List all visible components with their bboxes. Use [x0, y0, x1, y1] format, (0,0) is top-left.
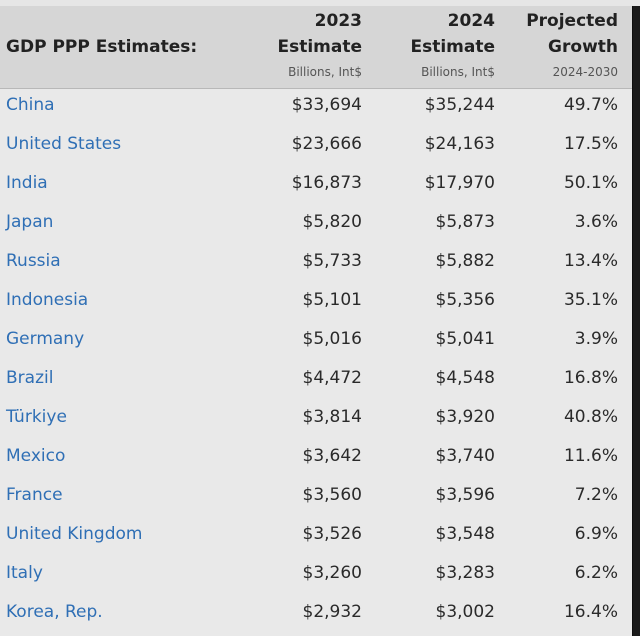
- value-2023: $23,666: [291, 134, 362, 154]
- table-row: Japan $5,820 $5,873 3.6%: [0, 206, 632, 245]
- table-row: China $33,694 $35,244 49.7%: [0, 89, 632, 128]
- value-2023: $3,260: [302, 563, 362, 583]
- table-row: United Kingdom $3,526 $3,548 6.9%: [0, 518, 632, 557]
- header-2024-unit: Billions, Int$: [421, 65, 495, 79]
- growth-value: 49.7%: [563, 95, 618, 115]
- country-link[interactable]: Korea, Rep.: [6, 602, 103, 622]
- country-link[interactable]: Japan: [6, 212, 54, 232]
- value-2024: $5,356: [435, 290, 495, 310]
- country-link[interactable]: Germany: [6, 329, 85, 349]
- table-row: India $16,873 $17,970 50.1%: [0, 167, 632, 206]
- value-2023: $5,101: [302, 290, 362, 310]
- growth-value: 50.1%: [563, 173, 618, 193]
- value-2024: $3,283: [435, 563, 495, 583]
- country-link[interactable]: Italy: [6, 563, 43, 583]
- table-row: Indonesia $5,101 $5,356 35.1%: [0, 284, 632, 323]
- table-title: GDP PPP Estimates:: [6, 37, 198, 57]
- value-2023: $5,016: [302, 329, 362, 349]
- header-2023-label: Estimate: [277, 37, 362, 57]
- gdp-table: GDP PPP Estimates: 2023 Estimate Billion…: [0, 6, 633, 636]
- country-link[interactable]: United States: [6, 134, 122, 154]
- table-row: France $3,560 $3,596 7.2%: [0, 479, 632, 518]
- header-2023: 2023 Estimate Billions, Int$: [277, 8, 362, 82]
- growth-value: 3.6%: [574, 212, 618, 232]
- growth-value: 11.6%: [563, 446, 618, 466]
- top-text-strip: [0, 0, 640, 6]
- value-2024: $4,548: [435, 368, 495, 388]
- growth-value: 6.9%: [574, 524, 618, 544]
- header-growth-line1: Projected: [526, 11, 618, 31]
- value-2023: $33,694: [291, 95, 362, 115]
- growth-value: 13.4%: [563, 251, 618, 271]
- table-row: Germany $5,016 $5,041 3.9%: [0, 323, 632, 362]
- growth-value: 17.5%: [563, 134, 618, 154]
- growth-value: 16.4%: [563, 602, 618, 622]
- value-2023: $3,642: [302, 446, 362, 466]
- value-2024: $35,244: [424, 95, 495, 115]
- value-2024: $3,740: [435, 446, 495, 466]
- country-link[interactable]: Türkiye: [6, 407, 67, 427]
- growth-value: 6.2%: [574, 563, 618, 583]
- country-link[interactable]: Brazil: [6, 368, 54, 388]
- header-2023-year: 2023: [314, 11, 362, 31]
- table-row: Russia $5,733 $5,882 13.4%: [0, 245, 632, 284]
- value-2023: $5,820: [302, 212, 362, 232]
- header-growth: Projected Growth 2024-2030: [526, 8, 618, 82]
- value-2024: $5,882: [435, 251, 495, 271]
- value-2024: $3,920: [435, 407, 495, 427]
- value-2023: $5,733: [302, 251, 362, 271]
- country-link[interactable]: Indonesia: [6, 290, 89, 310]
- header-2024-year: 2024: [447, 11, 495, 31]
- table-body: China $33,694 $35,244 49.7% United State…: [0, 89, 632, 635]
- header-2024-label: Estimate: [410, 37, 495, 57]
- header-growth-line2: Growth: [548, 37, 618, 57]
- table-row: Korea, Rep. $2,932 $3,002 16.4%: [0, 596, 632, 635]
- value-2023: $3,526: [302, 524, 362, 544]
- growth-value: 3.9%: [574, 329, 618, 349]
- growth-value: 7.2%: [574, 485, 618, 505]
- value-2024: $3,548: [435, 524, 495, 544]
- value-2024: $3,596: [435, 485, 495, 505]
- value-2024: $5,873: [435, 212, 495, 232]
- value-2024: $5,041: [435, 329, 495, 349]
- table-row: United States $23,666 $24,163 17.5%: [0, 128, 632, 167]
- table-row: Italy $3,260 $3,283 6.2%: [0, 557, 632, 596]
- value-2023: $16,873: [291, 173, 362, 193]
- value-2024: $17,970: [424, 173, 495, 193]
- country-link[interactable]: France: [6, 485, 63, 505]
- value-2023: $4,472: [302, 368, 362, 388]
- growth-value: 40.8%: [563, 407, 618, 427]
- header-2024: 2024 Estimate Billions, Int$: [410, 8, 495, 82]
- table-header: GDP PPP Estimates: 2023 Estimate Billion…: [0, 6, 632, 89]
- value-2024: $24,163: [424, 134, 495, 154]
- table-row: Mexico $3,642 $3,740 11.6%: [0, 440, 632, 479]
- value-2023: $3,814: [302, 407, 362, 427]
- growth-value: 16.8%: [563, 368, 618, 388]
- country-link[interactable]: China: [6, 95, 55, 115]
- country-link[interactable]: Mexico: [6, 446, 66, 466]
- country-link[interactable]: India: [6, 173, 48, 193]
- value-2023: $2,932: [302, 602, 362, 622]
- value-2023: $3,560: [302, 485, 362, 505]
- table-row: Brazil $4,472 $4,548 16.8%: [0, 362, 632, 401]
- growth-value: 35.1%: [563, 290, 618, 310]
- value-2024: $3,002: [435, 602, 495, 622]
- country-link[interactable]: Russia: [6, 251, 61, 271]
- table-row: Türkiye $3,814 $3,920 40.8%: [0, 401, 632, 440]
- header-growth-range: 2024-2030: [552, 65, 618, 79]
- header-2023-unit: Billions, Int$: [288, 65, 362, 79]
- country-link[interactable]: United Kingdom: [6, 524, 143, 544]
